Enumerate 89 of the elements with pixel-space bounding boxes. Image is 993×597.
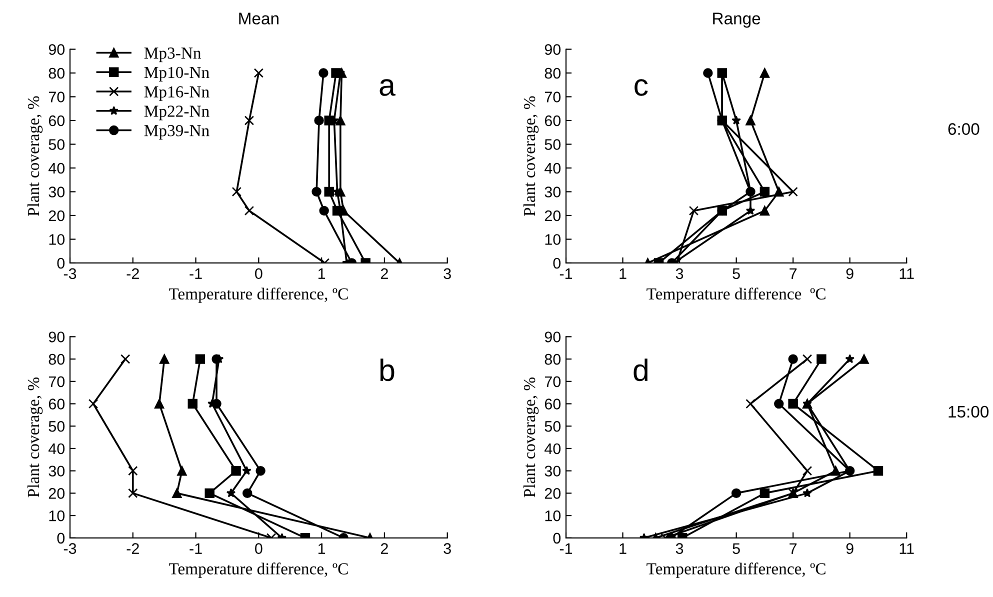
x-tick-label: 2 <box>380 268 388 279</box>
x-tick-label: -3 <box>64 543 76 554</box>
x-tick-label: 9 <box>846 268 854 280</box>
x-tick-label: 5 <box>732 268 740 280</box>
x-tick-label: 3 <box>444 268 451 280</box>
x-tick-label: 11 <box>900 543 914 554</box>
y-tick-label: 10 <box>545 234 561 245</box>
annotation: a <box>380 79 396 96</box>
x-tick-label: 1 <box>318 268 326 279</box>
x-tick-label: 11 <box>900 268 914 279</box>
y-tick-label: 10 <box>49 234 65 245</box>
y-tick-label: 20 <box>48 210 65 222</box>
y-tick-label: 60 <box>48 398 65 410</box>
y-tick-label: 60 <box>544 398 561 410</box>
y-tick-label: 0 <box>553 258 561 269</box>
x-tick-label: -2 <box>126 543 139 554</box>
legend-label: Mp39-Nn <box>144 125 210 140</box>
x-tick-label: 3 <box>676 543 684 554</box>
y-tick-label: 0 <box>57 532 65 544</box>
legend-label: Mp3-Nn <box>144 48 202 62</box>
legend-label: Mp16-Nn <box>144 86 210 101</box>
x-tick-label: 0 <box>255 268 262 280</box>
x-tick-label: 0 <box>255 543 262 554</box>
x-tick-label: -1 <box>560 268 572 279</box>
x-tick-label: -1 <box>190 543 202 554</box>
y-tick-label: 90 <box>544 44 561 55</box>
y-tick-label: 30 <box>544 186 561 198</box>
y-tick-label: 80 <box>544 68 561 79</box>
text: 6:00 <box>948 123 980 135</box>
y-tick-label: 0 <box>57 258 65 269</box>
y-tick-label: 30 <box>48 466 65 477</box>
x-tick-label: 9 <box>846 543 854 554</box>
y-axis-title: Plant coverage, % <box>27 96 43 216</box>
y-tick-label: 80 <box>544 354 561 365</box>
y-tick-label: 50 <box>48 420 65 432</box>
y-tick-label: 90 <box>48 332 65 342</box>
y-tick-label: 30 <box>544 466 561 477</box>
text: 15:00 <box>948 406 989 418</box>
y-tick-label: 70 <box>48 92 65 102</box>
legend-label: Mp22-Nn <box>144 106 210 120</box>
y-tick-label: 30 <box>48 186 65 198</box>
y-axis-title: Plant coverage, % <box>523 96 539 216</box>
x-tick-label: 7 <box>790 268 797 279</box>
x-axis-title: Temperature difference, ºC <box>168 562 348 578</box>
y-tick-label: 60 <box>544 115 561 126</box>
x-tick-label: -1 <box>560 543 572 554</box>
chart-title: Mean <box>239 12 278 24</box>
x-tick-label: -2 <box>126 268 139 279</box>
y-axis-title: Plant coverage, % <box>27 377 43 498</box>
y-tick-label: 80 <box>48 68 65 79</box>
y-tick-label: 50 <box>544 420 561 432</box>
legend-label: Mp10-Nn <box>144 66 210 82</box>
x-tick-label: 1 <box>318 543 326 554</box>
y-tick-label: 20 <box>544 488 561 499</box>
y-tick-label: 40 <box>48 162 65 174</box>
y-axis-title: Plant coverage, % <box>523 377 539 498</box>
y-tick-label: 40 <box>544 162 561 174</box>
y-tick-label: 20 <box>48 488 65 499</box>
x-tick-label: 1 <box>620 268 626 279</box>
annotation: d <box>634 358 648 382</box>
x-tick-label: 7 <box>790 543 797 554</box>
y-tick-label: 90 <box>544 332 561 342</box>
y-tick-label: 70 <box>544 376 561 388</box>
x-tick-label: 2 <box>380 543 388 554</box>
x-axis-title: Temperature difference, ºC <box>646 562 826 578</box>
x-tick-label: 3 <box>676 268 684 280</box>
chart-title: Range <box>713 12 760 28</box>
y-tick-label: 60 <box>48 115 65 126</box>
x-tick-label: -3 <box>64 268 76 280</box>
y-tick-label: 40 <box>544 443 561 454</box>
y-tick-label: 70 <box>48 376 65 388</box>
x-tick-label: 1 <box>620 543 626 554</box>
y-tick-label: 50 <box>48 139 65 150</box>
x-axis-title: Temperature difference ºC <box>646 288 826 303</box>
y-tick-label: 40 <box>48 443 65 454</box>
annotation: b <box>380 358 394 382</box>
y-tick-label: 10 <box>49 510 65 522</box>
x-axis-title: Temperature difference, ºC <box>168 288 348 303</box>
y-tick-label: 50 <box>544 139 561 150</box>
y-tick-label: 80 <box>48 354 65 365</box>
y-tick-label: 90 <box>48 44 65 55</box>
y-tick-label: 70 <box>544 92 561 102</box>
y-tick-label: 10 <box>545 510 561 522</box>
annotation: c <box>634 79 648 96</box>
x-tick-label: 5 <box>732 543 740 554</box>
y-tick-label: 20 <box>544 210 561 222</box>
y-tick-label: 0 <box>553 532 561 544</box>
x-tick-label: 3 <box>444 543 451 554</box>
x-tick-label: -1 <box>190 268 202 279</box>
